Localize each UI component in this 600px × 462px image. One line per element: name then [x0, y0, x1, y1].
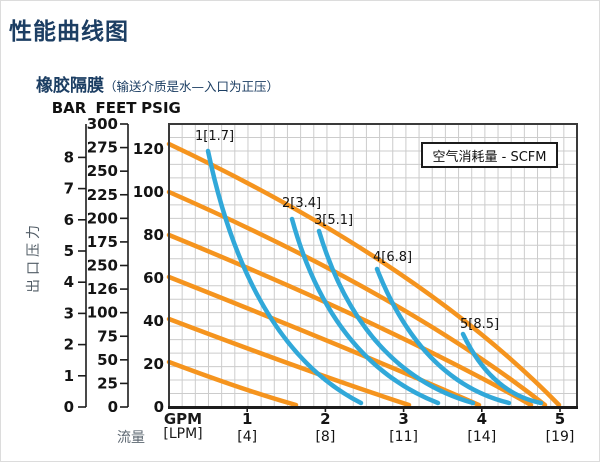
- water-curve-3: [166, 232, 534, 408]
- air-curve-4: [374, 266, 512, 406]
- air-curve-4-label: 4[6.8]: [373, 250, 412, 265]
- bar-tick-label: 4: [64, 273, 74, 291]
- legend-box: 空气消耗量 - SCFM: [421, 142, 558, 168]
- feet-axis-title: FEET: [95, 99, 137, 117]
- lpm-tick-label: [19]: [546, 429, 575, 445]
- gpm-tick-label: 5: [555, 410, 565, 428]
- legend-air-consumption-label: 空气消耗量 - SCFM: [432, 149, 547, 165]
- lpm-tick-label: [4]: [237, 429, 257, 445]
- air-curve-2: [289, 216, 441, 406]
- x-axis-unit-lpm: [LPM]: [163, 426, 203, 442]
- feet-tick-label: 225: [87, 186, 118, 204]
- subtitle-membrane-type: 橡胶隔膜: [36, 76, 104, 96]
- bar-tick-label: 1: [64, 367, 74, 385]
- feet-tick-label: 250: [87, 257, 118, 275]
- air-curve-1: [205, 148, 364, 406]
- psig-tick-label: 100: [133, 183, 164, 201]
- bar-tick-label: 5: [64, 242, 74, 260]
- lpm-tick-label: [11]: [389, 429, 418, 445]
- x-axis-label-flow: 流量: [117, 430, 145, 446]
- feet-tick-label: 50: [97, 351, 118, 369]
- water-curve-5: [166, 316, 412, 408]
- psig-tick-label: 80: [143, 226, 164, 244]
- feet-tick-label: 175: [87, 233, 118, 251]
- psig-tick-label: 20: [143, 355, 164, 373]
- gpm-tick-label: 3: [398, 410, 408, 428]
- water-curve-4: [166, 274, 482, 408]
- bar-tick-label: 6: [64, 211, 74, 229]
- feet-tick-label: 75: [97, 327, 118, 345]
- psig-axis-title: PSIG: [141, 99, 181, 117]
- water-curve-1: [166, 141, 562, 408]
- water-curve-6: [166, 359, 299, 408]
- x-axis-unit-gpm: GPM: [163, 410, 203, 428]
- air-curve-3-label: 3[5.1]: [314, 213, 353, 228]
- y-axis-label-outlet-pressure: 出口压力: [26, 221, 42, 293]
- lpm-tick-label: [8]: [315, 429, 335, 445]
- psig-tick-label: 0: [154, 398, 164, 416]
- psig-tick-label: 60: [143, 269, 164, 287]
- feet-tick-label: 250: [87, 162, 118, 180]
- subtitle-condition-note: （输送介质是水—入口为正压）: [104, 79, 280, 94]
- air-curve-1-label: 1[1.7]: [195, 129, 234, 144]
- feet-tick-label: 100: [87, 304, 118, 322]
- lpm-tick-label: [14]: [467, 429, 496, 445]
- bar-tick-label: 8: [64, 148, 74, 166]
- bar-axis-title: BAR: [51, 99, 87, 117]
- gpm-tick-label: 4: [477, 410, 487, 428]
- air-curve-3: [316, 228, 476, 406]
- feet-tick-label: 25: [97, 374, 118, 392]
- psig-tick-label: 120: [133, 140, 164, 158]
- gpm-tick-label: 1: [242, 410, 252, 428]
- bar-tick-label: 7: [64, 180, 74, 198]
- bar-tick-label: 3: [64, 304, 74, 322]
- feet-tick-label: 0: [108, 398, 118, 416]
- air-curve-2-label: 2[3.4]: [282, 196, 321, 211]
- feet-tick-label: 126: [87, 280, 118, 298]
- feet-tick-label: 200: [87, 209, 118, 227]
- chart-subtitle: 橡胶隔膜（输送介质是水—入口为正压）: [36, 71, 279, 96]
- page-title: 性能曲线图: [9, 19, 129, 45]
- feet-tick-label: 300: [87, 115, 118, 133]
- y-axis-headers: BAR FEET PSIG: [1, 99, 191, 117]
- feet-tick-label: 275: [87, 139, 118, 157]
- air-curve-5-label: 5[8.5]: [460, 317, 499, 332]
- air-curve-5: [460, 331, 544, 406]
- bar-tick-label: 0: [64, 398, 74, 416]
- psig-tick-label: 40: [143, 312, 164, 330]
- water-curve-2: [166, 189, 548, 408]
- gpm-tick-label: 2: [320, 410, 330, 428]
- bar-tick-label: 2: [64, 336, 74, 354]
